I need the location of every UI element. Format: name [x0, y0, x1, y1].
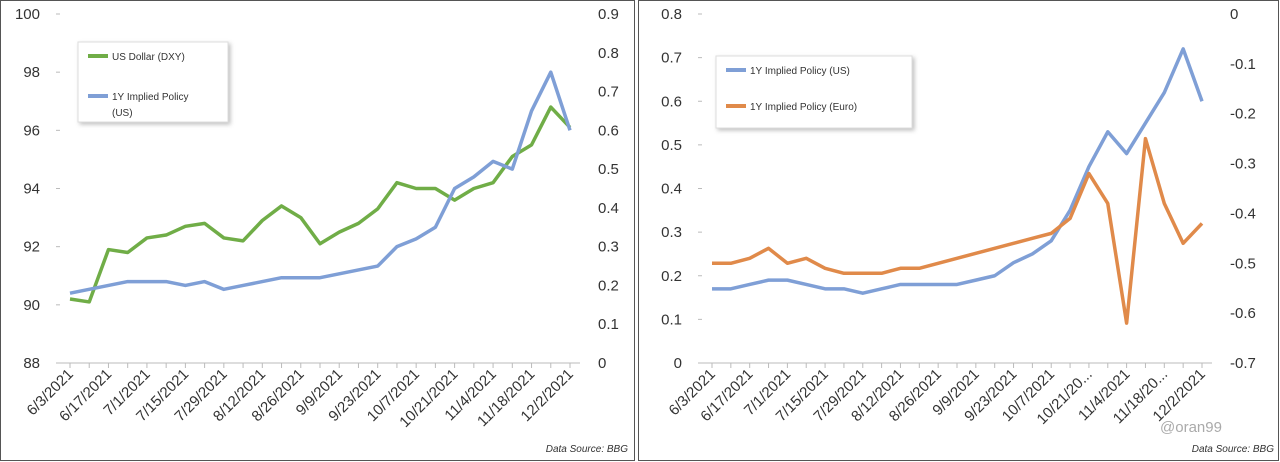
- y2-tick-label: -0.6: [1230, 305, 1256, 322]
- y-tick-label: 0.5: [661, 137, 682, 154]
- legend-label: 1Y Implied Policy (US): [750, 66, 850, 77]
- y-tick-label: 0.8: [661, 6, 682, 23]
- y-tick-label: 88: [23, 355, 40, 372]
- y-tick-label: 0.2: [661, 268, 682, 285]
- y-tick-label: 92: [23, 239, 40, 256]
- y-tick-label: 98: [23, 64, 40, 81]
- y-tick-label: 96: [23, 122, 40, 139]
- chart: 0 0.1 0.2 0.3 0.4 0.5 0.6 0.7 0.8 -0.7 -0.6 -0.5 -0.…: [661, 6, 1274, 455]
- legend-label: 1Y Implied Policy (Euro): [750, 102, 857, 113]
- series-line: [69, 70, 572, 295]
- y2-tick-label: 0: [1230, 6, 1238, 23]
- y2-tick-label: 0.7: [598, 84, 619, 101]
- y2-tick-label: 0.3: [598, 239, 619, 256]
- y2-tick-label: -0.1: [1230, 56, 1256, 73]
- y2-tick-label: 0.9: [598, 6, 619, 23]
- y2-tick-label: 0.6: [598, 122, 619, 139]
- y-tick-label: 100: [15, 6, 40, 23]
- panel-border: [638, 0, 1279, 461]
- chart: 88 90 92 94 96 98 100 0 0.1 0.2 0.3 0.4 0.5 0.6 0.7 0.8…: [15, 6, 628, 455]
- y2-tick-label: -0.5: [1230, 255, 1256, 272]
- y-tick-label: 0.4: [661, 181, 682, 198]
- y-tick-label: 0.7: [661, 50, 682, 67]
- y-tick-label: 0.1: [661, 311, 682, 328]
- y-tick-label: 94: [23, 181, 40, 198]
- watermark: @oran99: [1160, 419, 1222, 436]
- y2-tick-label: -0.4: [1230, 205, 1256, 222]
- data-source: Data Source: BBG: [546, 444, 628, 455]
- y-tick-label: 0: [674, 355, 682, 372]
- y-tick-label: 0.6: [661, 93, 682, 110]
- panel-border: [0, 0, 635, 461]
- y-tick-label: 0.3: [661, 224, 682, 241]
- series-line: [69, 105, 572, 304]
- y2-tick-label: -0.7: [1230, 355, 1256, 372]
- y-tick-label: 90: [23, 297, 40, 314]
- legend-label: US Dollar (DXY): [112, 52, 185, 63]
- y2-tick-label: 0.2: [598, 277, 619, 294]
- data-source: Data Source: BBG: [1192, 444, 1274, 455]
- y2-tick-label: 0: [598, 355, 606, 372]
- y2-tick-label: 0.4: [598, 200, 619, 217]
- y2-tick-label: 0.1: [598, 316, 619, 333]
- y2-tick-label: -0.2: [1230, 106, 1256, 123]
- y2-tick-label: -0.3: [1230, 156, 1256, 173]
- legend-box: [715, 55, 913, 129]
- y2-tick-label: 0.5: [598, 161, 619, 178]
- y2-tick-label: 0.8: [598, 45, 619, 62]
- series-line: [712, 136, 1204, 325]
- series-line: [712, 47, 1204, 295]
- legend-label: 1Y Implied Policy (US): [112, 92, 189, 119]
